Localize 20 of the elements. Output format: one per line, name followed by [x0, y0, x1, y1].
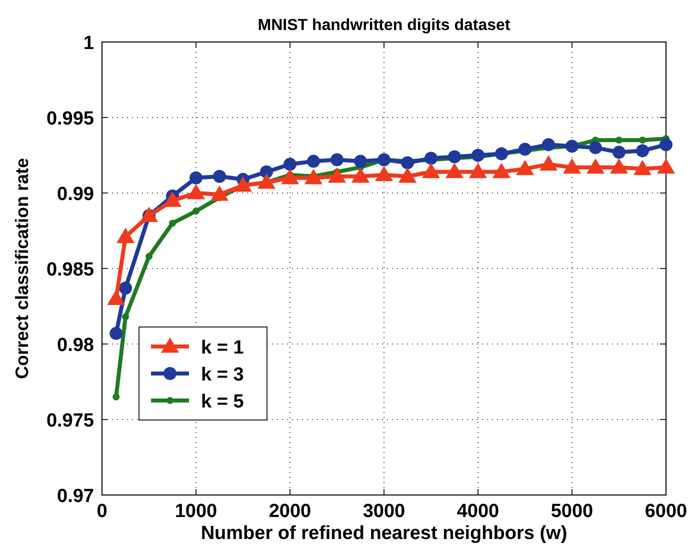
- y-tick-label: 0.975: [46, 410, 94, 432]
- y-tick-label: 0.985: [46, 260, 94, 280]
- y-tick-label: 0.995: [46, 108, 94, 130]
- x-tick-label: 0: [96, 501, 108, 522]
- y-tick-label: 1: [83, 33, 94, 54]
- y-tick-label: 0.98: [57, 335, 94, 356]
- y-tick-label: 0.97: [57, 486, 94, 507]
- y-tick-label: 0.99: [57, 184, 94, 205]
- legend-label: k = 5: [201, 392, 244, 412]
- x-tick-label: 6000: [644, 501, 688, 522]
- x-tick-label: 5000: [550, 501, 594, 522]
- x-tick-label: 1000: [174, 501, 218, 522]
- chart-title: MNIST handwritten digits dataset: [258, 17, 511, 34]
- x-tick-label: 4000: [456, 501, 500, 522]
- y-axis-title: Correct classification rate: [12, 158, 32, 380]
- legend-label: k = 3: [201, 364, 244, 386]
- x-axis-title: Number of refined nearest neighbors (w): [200, 523, 568, 544]
- x-tick-label: 3000: [362, 501, 406, 522]
- x-tick-label: 2000: [268, 501, 312, 522]
- legend-label: k = 1: [201, 338, 244, 358]
